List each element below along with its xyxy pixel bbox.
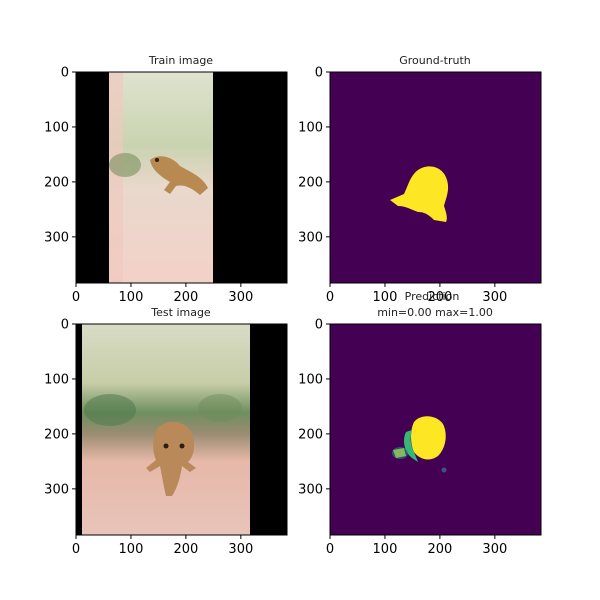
x-tick-label: 100 [373, 290, 398, 305]
gecko-eye [163, 443, 169, 449]
axes-frame [329, 71, 542, 284]
panel-gt: Ground-truth 0 100 200 300 0 100 200 300 [298, 54, 542, 306]
panel-title-test: Test image [150, 306, 211, 319]
gecko-shape [150, 156, 208, 195]
y-tick-label: 100 [298, 372, 323, 387]
x-tick-label: 0 [326, 290, 334, 305]
x-tick-label: 100 [373, 542, 398, 557]
y-tick-label: 200 [44, 175, 69, 190]
panel-title-gt: Ground-truth [399, 54, 471, 67]
x-tick-label: 200 [173, 542, 198, 557]
y-tick-label: 300 [298, 482, 323, 497]
x-tick-label: 300 [482, 290, 507, 305]
y-tick-label: 200 [298, 175, 323, 190]
y-tick-label: 100 [44, 372, 69, 387]
y-tick-label: 300 [44, 230, 69, 245]
prediction-blob [411, 416, 446, 460]
panel-train: Train image 0 100 200 300 0 100 200 300 [44, 54, 288, 306]
mask-shape [390, 166, 449, 222]
panel-test: Test image 0 100 200 300 0 100 200 300 [44, 306, 288, 558]
axes-frame [75, 323, 288, 536]
y-tick-label: 100 [298, 120, 323, 135]
x-tick-label: 300 [482, 542, 507, 557]
panel-title-pred: Prediction [405, 290, 460, 303]
axes-ticks-gt: 0 100 200 300 0 100 200 300 [298, 66, 507, 306]
image-edge-strip [109, 72, 123, 283]
axes-ticks-test: 0 100 200 300 0 100 200 300 [44, 318, 253, 558]
gecko-eye [155, 158, 159, 162]
x-tick-label: 200 [427, 542, 452, 557]
x-tick-label: 0 [72, 542, 80, 557]
prediction-speck [441, 467, 447, 473]
x-tick-label: 200 [173, 290, 198, 305]
y-tick-label: 100 [44, 120, 69, 135]
x-tick-label: 0 [326, 542, 334, 557]
panel-subtitle-pred: min=0.00 max=1.00 [377, 306, 493, 319]
foliage-blob [198, 394, 242, 422]
y-tick-label: 300 [44, 482, 69, 497]
panel-title-train: Train image [148, 54, 213, 67]
prediction-halo [392, 447, 408, 459]
axes-ticks-pred: 0 100 200 300 0 100 200 300 [298, 318, 507, 558]
axes-frame [75, 71, 288, 284]
y-tick-label: 0 [61, 318, 69, 333]
gecko-shape [146, 421, 196, 496]
x-tick-label: 200 [427, 290, 452, 305]
x-tick-label: 100 [119, 542, 144, 557]
x-tick-label: 300 [228, 290, 253, 305]
foliage-blob [109, 153, 141, 177]
gecko-eye [179, 443, 185, 449]
x-tick-label: 300 [228, 542, 253, 557]
foliage-blob [84, 394, 136, 426]
x-tick-label: 100 [119, 290, 144, 305]
y-tick-label: 200 [44, 427, 69, 442]
y-tick-label: 0 [61, 66, 69, 81]
x-tick-label: 0 [72, 290, 80, 305]
y-tick-label: 0 [315, 66, 323, 81]
axes-frame [329, 323, 542, 536]
y-tick-label: 200 [298, 427, 323, 442]
y-tick-label: 0 [315, 318, 323, 333]
panel-pred: Prediction min=0.00 max=1.00 0 100 200 3000… [298, 290, 542, 558]
y-tick-label: 300 [298, 230, 323, 245]
axes-ticks-train: 0 100 200 300 0 100 200 300 [44, 66, 253, 306]
prediction-edge [404, 430, 418, 462]
